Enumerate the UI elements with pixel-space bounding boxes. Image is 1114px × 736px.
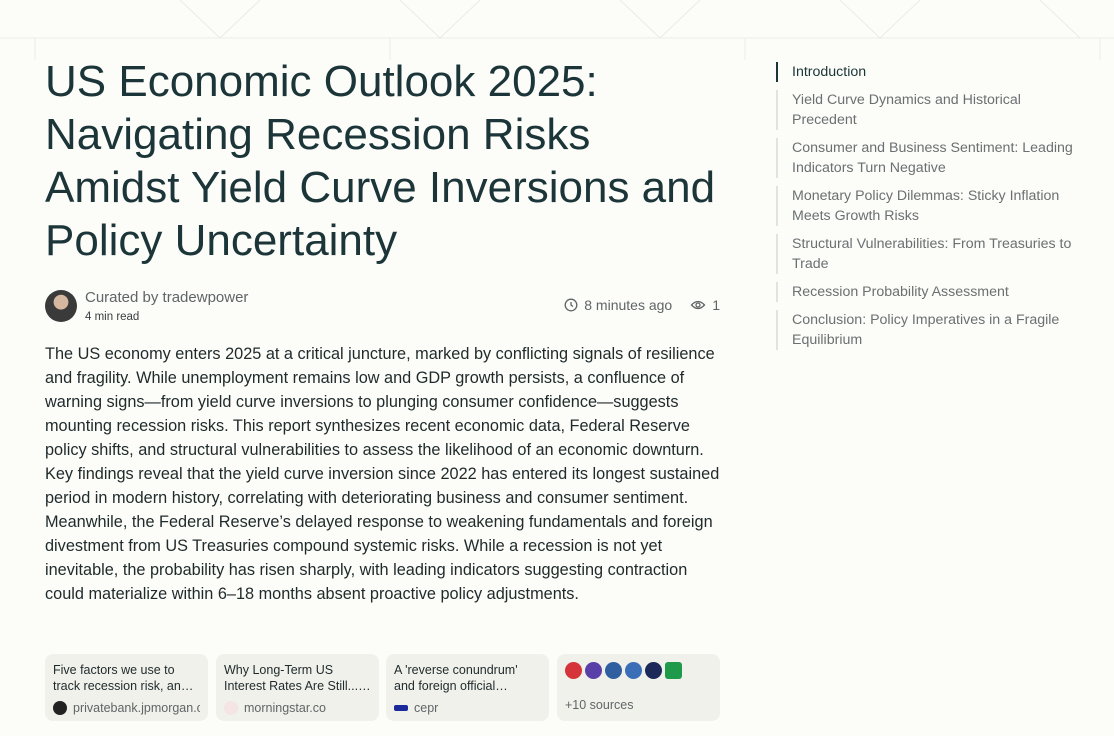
- author[interactable]: Curated by tradewpower: [85, 289, 249, 306]
- views-icon: [690, 300, 706, 310]
- source-title: Why Long-Term US Interest Rates Are Stil…: [224, 663, 359, 693]
- source-card[interactable]: Five factors we use to track recession r…: [45, 654, 208, 721]
- views: 1: [712, 297, 720, 313]
- toc-item[interactable]: Recession Probability Assessment: [776, 282, 1086, 302]
- table-of-contents: Introduction Yield Curve Dynamics and His…: [776, 62, 1086, 358]
- article-title: US Economic Outlook 2025: Navigating Rec…: [45, 57, 716, 265]
- toc-item[interactable]: Conclusion: Policy Imperatives in a Frag…: [776, 310, 1086, 350]
- toc-item[interactable]: Structural Vulnerabilities: From Treasur…: [776, 234, 1086, 274]
- source-title: A 'reverse conundrum' and foreign offici…: [394, 663, 518, 693]
- source-domain-row: cepr: [394, 701, 541, 715]
- favicon: [224, 701, 238, 715]
- source-card[interactable]: Why Long-Term US Interest Rates Are Stil…: [216, 654, 379, 721]
- time-ago: 8 minutes ago: [584, 297, 673, 313]
- source-domain-row: privatebank.jpmorgan.com: [53, 701, 200, 715]
- clock-icon: [564, 298, 578, 312]
- source-domain: cepr: [414, 701, 439, 715]
- toc-item[interactable]: Consumer and Business Sentiment: Leading…: [776, 138, 1086, 178]
- source-icon: [645, 662, 662, 679]
- more-sources-card[interactable]: +10 sources: [557, 654, 720, 721]
- read-time: 4 min read: [85, 311, 140, 323]
- meta: 8 minutes ago 1: [564, 297, 720, 313]
- favicon: [394, 705, 408, 711]
- source-icon: [605, 662, 622, 679]
- author-avatar[interactable]: [45, 290, 77, 322]
- source-title: Five factors we use to track recession r…: [53, 663, 188, 693]
- source-domain-row: morningstar.co: [224, 701, 371, 715]
- source-icons: [565, 662, 712, 679]
- toc-item[interactable]: Introduction: [776, 62, 1086, 82]
- more-sources: +10 sources: [565, 698, 634, 712]
- decoration: [0, 0, 1114, 60]
- source-card[interactable]: A 'reverse conundrum' and foreign offici…: [386, 654, 549, 721]
- article-body: The US economy enters 2025 at a critical…: [45, 345, 720, 603]
- source-icon: [665, 662, 682, 679]
- source-icon: [585, 662, 602, 679]
- toc-item[interactable]: Monetary Policy Dilemmas: Sticky Inflati…: [776, 186, 1086, 226]
- source-icon: [565, 662, 582, 679]
- favicon: [53, 701, 67, 715]
- toc-item[interactable]: Yield Curve Dynamics and Historical Prec…: [776, 90, 1086, 130]
- source-domain: morningstar.co: [244, 701, 326, 715]
- source-icon: [625, 662, 642, 679]
- source-domain: privatebank.jpmorgan.com: [73, 701, 200, 715]
